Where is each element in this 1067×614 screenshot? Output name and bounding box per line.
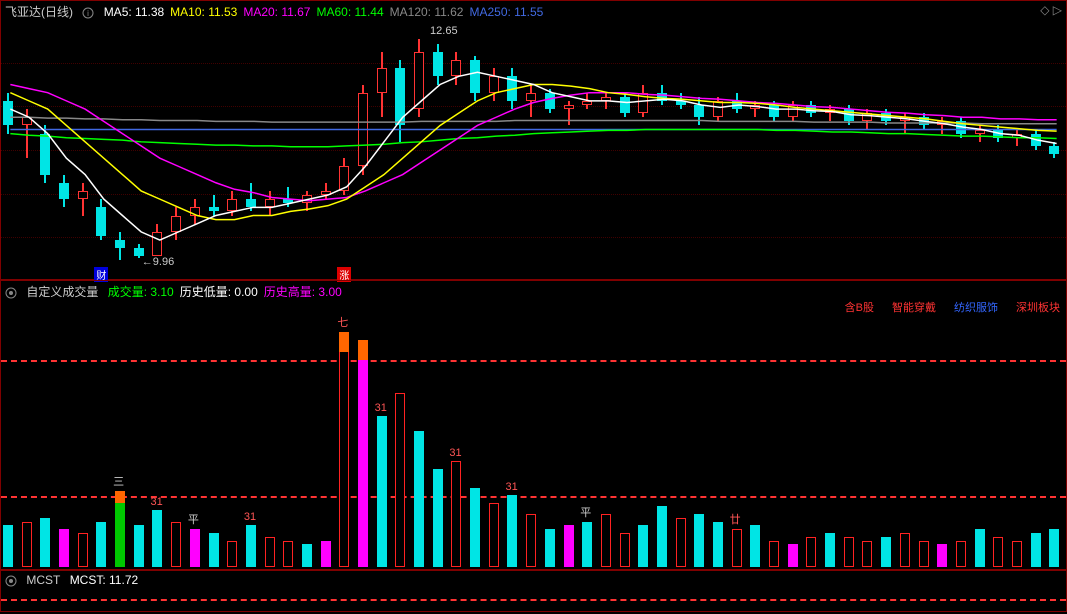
volume-bar[interactable]	[674, 302, 688, 567]
candlestick-chart[interactable]: 12.65←9.96财涨	[1, 19, 1066, 279]
candlestick-panel[interactable]: 飞亚达(日线) i MA5: 11.38 MA10: 11.53 MA20: 11.…	[0, 0, 1067, 280]
volume-bar[interactable]	[225, 302, 239, 567]
volume-bar[interactable]	[711, 302, 725, 567]
volume-bar[interactable]	[20, 302, 34, 567]
candlestick-header: 飞亚达(日线) i MA5: 11.38 MA10: 11.53 MA20: 11.…	[5, 3, 555, 20]
low-label: ←9.96	[142, 256, 174, 268]
volume-bar[interactable]: 平	[580, 302, 594, 567]
volume-bar[interactable]	[748, 302, 762, 567]
nav-arrows[interactable]: ◇ ▷	[1040, 3, 1062, 17]
volume-bar[interactable]	[543, 302, 557, 567]
volume-bar[interactable]	[935, 302, 949, 567]
volume-bar[interactable]	[842, 302, 856, 567]
mcst-value: MCST: 11.72	[70, 573, 138, 587]
volume-bar[interactable]	[300, 302, 314, 567]
volume-bar[interactable]	[431, 302, 445, 567]
volume-bar[interactable]	[786, 302, 800, 567]
volume-bar[interactable]: 平	[188, 302, 202, 567]
stock-title: 飞亚达(日线)	[5, 5, 73, 19]
volume-bar[interactable]	[281, 302, 295, 567]
volume-title: 自定义成交量	[26, 285, 98, 299]
volume-bar[interactable]	[898, 302, 912, 567]
volume-label: 成交量: 3.10	[108, 285, 174, 299]
volume-bar[interactable]	[917, 302, 931, 567]
volume-chart[interactable]: 三 31 平 31 七 31 31 31 平 廿	[1, 299, 1066, 567]
volume-bar-label: 31	[244, 511, 256, 523]
ma-label: MA20: 11.67	[243, 5, 310, 19]
volume-bar[interactable]: 31	[244, 302, 258, 567]
volume-bar[interactable]	[562, 302, 576, 567]
volume-bar[interactable]	[468, 302, 482, 567]
volume-bar[interactable]	[356, 302, 370, 567]
volume-bar-label: 31	[150, 496, 162, 508]
volume-bar[interactable]: 三	[113, 302, 127, 567]
settings-icon[interactable]	[5, 575, 17, 587]
volume-bar[interactable]	[954, 302, 968, 567]
volume-bar[interactable]	[879, 302, 893, 567]
volume-bar[interactable]	[207, 302, 221, 567]
volume-panel[interactable]: 自定义成交量 成交量: 3.10历史低量: 0.00历史高量: 3.00 含B股…	[0, 280, 1067, 570]
ma-label: MA250: 11.55	[469, 5, 543, 19]
volume-bar[interactable]: 31	[375, 302, 389, 567]
volume-bar[interactable]	[1010, 302, 1024, 567]
volume-label: 历史低量: 0.00	[180, 285, 258, 299]
volume-header: 自定义成交量 成交量: 3.10 历史低量: 0.00 历史高量: 3.00	[5, 283, 354, 300]
ma-label: MA60: 11.44	[316, 5, 383, 19]
volume-bar[interactable]	[636, 302, 650, 567]
svg-text:i: i	[87, 9, 89, 18]
volume-bar[interactable]	[94, 302, 108, 567]
volume-bar-label: 七	[337, 314, 348, 330]
volume-bar-label: 31	[375, 402, 387, 414]
volume-bar[interactable]: 31	[505, 302, 519, 567]
volume-bar[interactable]	[132, 302, 146, 567]
mcst-title: MCST	[26, 573, 60, 587]
volume-bar-label: 三	[113, 473, 124, 489]
volume-bar[interactable]	[991, 302, 1005, 567]
ma-label: MA10: 11.53	[170, 5, 237, 19]
volume-bar[interactable]	[823, 302, 837, 567]
volume-bar[interactable]	[804, 302, 818, 567]
volume-bar[interactable]	[393, 302, 407, 567]
settings-icon[interactable]	[5, 287, 17, 299]
mcst-panel[interactable]: MCST MCST: 11.72	[0, 570, 1067, 612]
mcst-line	[1, 599, 1066, 601]
volume-bar[interactable]	[319, 302, 333, 567]
volume-bar[interactable]	[412, 302, 426, 567]
volume-bar[interactable]	[38, 302, 52, 567]
volume-bar[interactable]: 31	[150, 302, 164, 567]
mcst-header: MCST MCST: 11.72	[5, 573, 144, 587]
volume-bar[interactable]	[692, 302, 706, 567]
volume-bar-label: 廿	[730, 511, 741, 527]
volume-bar-label: 平	[188, 511, 199, 527]
volume-bar[interactable]: 廿	[730, 302, 744, 567]
volume-bar-label: 平	[580, 504, 591, 520]
volume-bar-label: 31	[449, 447, 461, 459]
volume-bar[interactable]	[860, 302, 874, 567]
volume-bar[interactable]	[76, 302, 90, 567]
volume-bar[interactable]	[655, 302, 669, 567]
volume-bar[interactable]: 七	[337, 302, 351, 567]
volume-bar[interactable]	[618, 302, 632, 567]
volume-label: 历史高量: 3.00	[264, 285, 342, 299]
info-icon[interactable]: i	[82, 7, 94, 19]
volume-bar[interactable]	[767, 302, 781, 567]
volume-bar[interactable]: 31	[449, 302, 463, 567]
high-label: 12.65	[430, 25, 458, 37]
ma-label: MA5: 11.38	[104, 5, 164, 19]
volume-bar[interactable]	[1, 302, 15, 567]
volume-bar[interactable]	[1029, 302, 1043, 567]
volume-bar[interactable]	[599, 302, 613, 567]
volume-bar[interactable]	[263, 302, 277, 567]
volume-bar[interactable]	[487, 302, 501, 567]
volume-bar[interactable]	[973, 302, 987, 567]
volume-bar-label: 31	[505, 481, 517, 493]
volume-bar[interactable]	[57, 302, 71, 567]
ma-label: MA120: 11.62	[390, 5, 464, 19]
ma-line	[1, 19, 1066, 279]
volume-bar[interactable]	[169, 302, 183, 567]
volume-bar[interactable]	[524, 302, 538, 567]
volume-bar[interactable]	[1047, 302, 1061, 567]
